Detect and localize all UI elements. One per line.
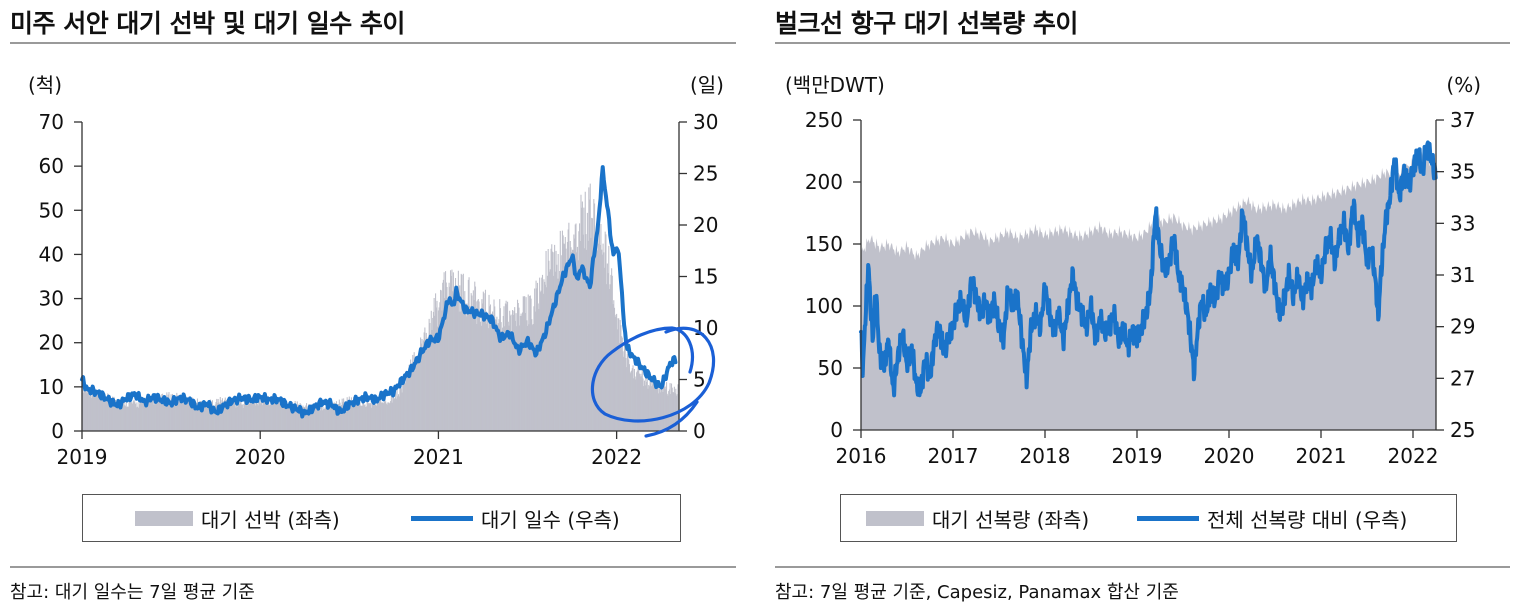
y-left-tick-label: 100 (805, 294, 843, 318)
x-tick-label: 2019 (57, 445, 108, 469)
left-legend-area-label: 대기 선박 (좌측) (201, 507, 340, 532)
y-left-tick-label: 200 (805, 170, 843, 194)
right-chart-title: 벌크선 항구 대기 선복량 추이 (775, 9, 1078, 38)
y-left-tick-label: 40 (39, 242, 64, 266)
y-right-tick-label: 35 (1450, 160, 1475, 184)
y-left-tick-label: 150 (805, 232, 843, 256)
tonnage-share-line (859, 140, 1438, 398)
y-right-tick-label: 0 (693, 419, 706, 443)
left-legend-line-label: 대기 일수 (우측) (481, 507, 620, 532)
y-left-tick-label: 20 (39, 331, 64, 355)
y-left-tick-label: 10 (39, 375, 64, 399)
x-tick-label: 2020 (235, 445, 286, 469)
right-legend-area-label: 대기 선복량 (좌측) (932, 507, 1090, 532)
legend-swatch-line (1137, 515, 1199, 521)
y-left-unit: (척) (28, 73, 62, 97)
left-legend-area: 대기 선박 (좌측) (135, 495, 340, 541)
hand-drawn-circle-annotation (590, 326, 716, 438)
left-legend-line: 대기 일수 (우측) (411, 495, 620, 541)
y-left-tick-label: 250 (805, 108, 843, 132)
right-legend-area: 대기 선복량 (좌측) (866, 495, 1089, 541)
y-left-tick-label: 0 (51, 419, 64, 443)
left-legend: 대기 선박 (좌측) 대기 일수 (우측) (82, 494, 681, 542)
right-legend: 대기 선복량 (좌측) 전체 선복량 대비 (우측) (840, 494, 1457, 542)
x-tick-label: 2019 (1112, 444, 1163, 468)
waiting-days-line (80, 165, 678, 419)
y-left-tick-label: 30 (39, 287, 64, 311)
y-right-unit: (%) (1446, 73, 1481, 97)
right-chart: 0 50 100 150 200 250 25 27 29 31 33 35 37 2016 2017 201… (785, 73, 1481, 468)
x-tick-label: 2022 (1388, 444, 1439, 468)
y-right-tick-label: 37 (1450, 108, 1475, 132)
y-right-tick-label: 33 (1450, 211, 1475, 235)
legend-swatch-area (135, 510, 193, 526)
y-right-tick-label: 25 (693, 162, 718, 186)
x-tick-label: 2016 (836, 444, 887, 468)
y-right-tick-label: 15 (693, 265, 718, 289)
left-bottom-rule (10, 566, 736, 568)
y-right-tick-label: 27 (1450, 366, 1475, 390)
left-title-rule (10, 42, 736, 44)
y-right-tick-label: 5 (693, 368, 706, 392)
right-legend-line: 전체 선복량 대비 (우측) (1137, 495, 1407, 541)
legend-swatch-line (411, 515, 473, 521)
panel-right: 벌크선 항구 대기 선복량 추이 0 50 100 150 200 250 25 27 29 31… (765, 0, 1516, 607)
x-tick-label: 2022 (591, 445, 642, 469)
left-chart-title: 미주 서안 대기 선박 및 대기 일수 추이 (10, 9, 405, 38)
y-left-unit: (백만DWT) (785, 73, 885, 97)
y-right-tick-label: 20 (693, 213, 718, 237)
panel-left: 미주 서안 대기 선박 및 대기 일수 추이 0 10 20 30 40 50 60 70 0 5… (0, 0, 738, 607)
left-note: 참고: 대기 일수는 7일 평균 기준 (10, 582, 255, 603)
y-right-tick-label: 31 (1450, 263, 1475, 287)
right-title-rule (775, 42, 1510, 44)
x-tick-label: 2020 (1204, 444, 1255, 468)
y-left-tick-label: 50 (818, 356, 843, 380)
right-legend-line-label: 전체 선복량 대비 (우측) (1207, 507, 1408, 532)
legend-swatch-area (866, 510, 924, 526)
y-left-tick-label: 60 (39, 154, 64, 178)
y-right-tick-label: 30 (693, 110, 718, 134)
y-right-tick-label: 29 (1450, 315, 1475, 339)
x-tick-label: 2021 (413, 445, 464, 469)
y-left-tick-label: 50 (39, 198, 64, 222)
right-note: 참고: 7일 평균 기준, Capesiz, Panamax 합산 기준 (775, 582, 1179, 603)
x-tick-label: 2021 (1296, 444, 1347, 468)
y-right-unit: (일) (690, 73, 724, 97)
x-tick-label: 2017 (928, 444, 979, 468)
y-right-tick-label: 25 (1450, 418, 1475, 442)
right-bottom-rule (775, 566, 1510, 568)
x-tick-label: 2018 (1020, 444, 1071, 468)
y-left-tick-label: 70 (39, 110, 64, 134)
y-left-tick-label: 0 (830, 418, 843, 442)
